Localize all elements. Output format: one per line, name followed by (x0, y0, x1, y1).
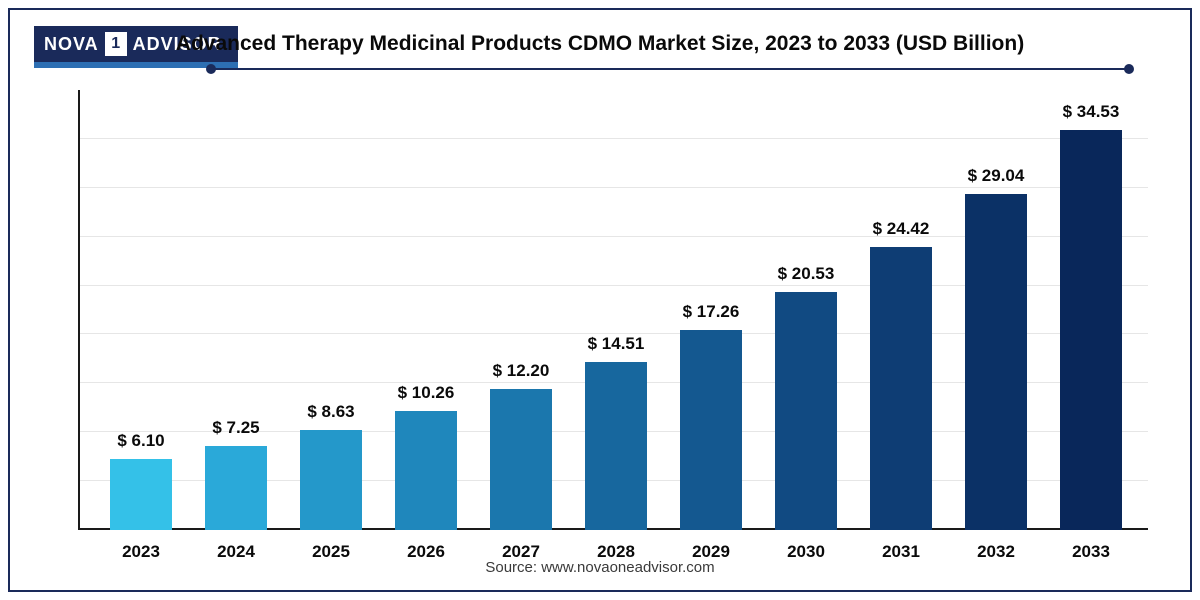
value-label: $ 20.53 (756, 264, 856, 284)
bar-wrap: $ 29.042032 (965, 194, 1027, 530)
value-label: $ 14.51 (566, 334, 666, 354)
value-label: $ 34.53 (1041, 102, 1141, 122)
bar (300, 430, 362, 530)
bar-wrap: $ 20.532030 (775, 292, 837, 530)
bar-wrap: $ 10.262026 (395, 411, 457, 530)
value-label: $ 24.42 (851, 219, 951, 239)
bar (205, 446, 267, 530)
value-label: $ 29.04 (946, 166, 1046, 186)
bar (490, 389, 552, 530)
value-label: $ 8.63 (281, 402, 381, 422)
value-label: $ 10.26 (376, 383, 476, 403)
chart-frame: NOVA 1 ADVISOR Advanced Therapy Medicina… (8, 8, 1192, 592)
bar-wrap: $ 8.632025 (300, 430, 362, 530)
value-label: $ 12.20 (471, 361, 571, 381)
value-label: $ 6.10 (91, 431, 191, 451)
bar (775, 292, 837, 530)
bar (1060, 130, 1122, 530)
bar (110, 459, 172, 530)
title-rule (210, 68, 1130, 70)
chart-area: $ 6.102023 $ 7.252024 $ 8.632025 $ 10.26202… (78, 90, 1148, 530)
bar (680, 330, 742, 530)
bar-wrap: $ 7.252024 (205, 446, 267, 530)
bar (395, 411, 457, 530)
bar-wrap: $ 6.102023 (110, 459, 172, 530)
bar (585, 362, 647, 530)
bar (965, 194, 1027, 530)
chart-title: Advanced Therapy Medicinal Products CDMO… (10, 32, 1190, 56)
value-label: $ 17.26 (661, 302, 761, 322)
bars-container: $ 6.102023 $ 7.252024 $ 8.632025 $ 10.26202… (78, 90, 1148, 530)
bar-wrap: $ 12.202027 (490, 389, 552, 530)
bar-wrap: $ 24.422031 (870, 247, 932, 530)
source-text: Source: www.novaoneadvisor.com (10, 559, 1190, 576)
value-label: $ 7.25 (186, 418, 286, 438)
bar (870, 247, 932, 530)
bar-wrap: $ 34.532033 (1060, 130, 1122, 530)
bar-wrap: $ 14.512028 (585, 362, 647, 530)
bar-wrap: $ 17.262029 (680, 330, 742, 530)
